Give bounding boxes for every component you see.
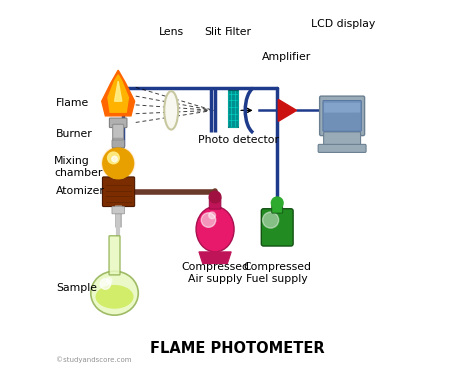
Text: Sample: Sample — [56, 283, 97, 293]
Polygon shape — [108, 75, 128, 112]
FancyBboxPatch shape — [319, 96, 365, 135]
Polygon shape — [102, 70, 135, 116]
Text: Mixing
chamber: Mixing chamber — [54, 156, 102, 178]
FancyBboxPatch shape — [112, 140, 124, 147]
FancyBboxPatch shape — [109, 118, 127, 128]
FancyBboxPatch shape — [102, 177, 135, 207]
Ellipse shape — [91, 271, 138, 315]
Circle shape — [108, 152, 119, 164]
Circle shape — [272, 197, 283, 209]
Polygon shape — [199, 252, 231, 264]
Circle shape — [209, 212, 216, 219]
Circle shape — [106, 277, 112, 283]
Circle shape — [100, 279, 110, 289]
FancyBboxPatch shape — [324, 103, 360, 113]
Text: ©studyandscore.com: ©studyandscore.com — [56, 357, 131, 363]
FancyBboxPatch shape — [113, 161, 123, 178]
Text: Photo detector: Photo detector — [198, 135, 279, 145]
FancyBboxPatch shape — [228, 90, 238, 127]
FancyBboxPatch shape — [272, 204, 283, 213]
Ellipse shape — [164, 91, 178, 130]
Circle shape — [201, 213, 216, 227]
Ellipse shape — [196, 207, 234, 252]
Text: Compressed
Fuel supply: Compressed Fuel supply — [243, 262, 311, 284]
FancyBboxPatch shape — [109, 236, 120, 275]
FancyBboxPatch shape — [113, 138, 123, 149]
FancyBboxPatch shape — [324, 132, 361, 148]
Circle shape — [209, 191, 221, 203]
Text: Amplifier: Amplifier — [262, 52, 311, 62]
FancyBboxPatch shape — [209, 197, 221, 209]
Text: FLAME PHOTOMETER: FLAME PHOTOMETER — [150, 341, 324, 356]
Polygon shape — [278, 99, 297, 121]
Text: Flame: Flame — [56, 98, 89, 108]
Text: Filter: Filter — [225, 27, 252, 37]
FancyBboxPatch shape — [323, 101, 361, 131]
Text: Burner: Burner — [56, 129, 93, 139]
Circle shape — [263, 212, 279, 228]
Text: Compressed
Air supply: Compressed Air supply — [181, 262, 249, 284]
Polygon shape — [115, 81, 122, 101]
Text: Lens: Lens — [159, 27, 184, 37]
FancyBboxPatch shape — [113, 124, 124, 153]
Text: LCD display: LCD display — [311, 19, 375, 29]
Ellipse shape — [95, 285, 134, 309]
Circle shape — [112, 156, 117, 162]
Text: Atomizer: Atomizer — [56, 186, 105, 196]
FancyBboxPatch shape — [261, 209, 293, 246]
FancyBboxPatch shape — [318, 144, 366, 152]
FancyBboxPatch shape — [112, 207, 124, 214]
Text: Slit: Slit — [205, 27, 222, 37]
Circle shape — [103, 148, 134, 179]
